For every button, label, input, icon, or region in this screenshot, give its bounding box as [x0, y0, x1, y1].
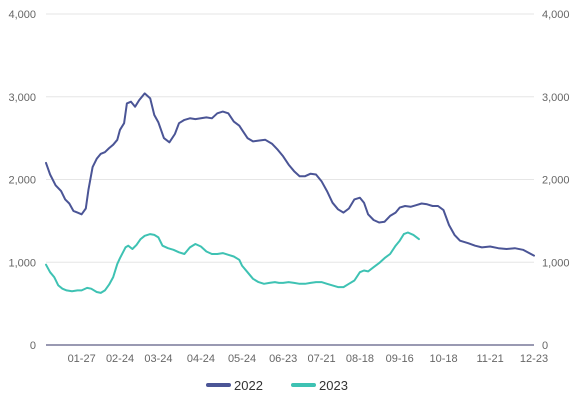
legend-item-2023: 2023 — [291, 378, 348, 393]
series-line-2022 — [45, 92, 535, 257]
right-y-tick-label: 4,000 — [542, 9, 570, 21]
legend-label: 2023 — [319, 378, 348, 393]
x-tick-label: 08-18 — [346, 353, 374, 365]
x-tick-label: 04-24 — [187, 353, 215, 365]
left-y-tick-label: 4,000 — [8, 9, 36, 21]
legend-label: 2022 — [234, 378, 263, 393]
right-y-tick-label: 1,000 — [542, 257, 570, 269]
left-y-axis-ticks: 0 1,000 2,000 3,000 4,000 — [8, 9, 36, 352]
left-y-tick-label: 3,000 — [8, 92, 36, 104]
series-lines — [45, 92, 535, 294]
x-tick-label: 12-23 — [520, 353, 548, 365]
series-line-2023 — [45, 231, 420, 294]
grid-lines — [46, 13, 534, 263]
x-tick-label: 09-16 — [386, 353, 414, 365]
right-y-tick-label: 2,000 — [542, 175, 570, 187]
x-tick-label: 01-27 — [68, 353, 96, 365]
left-y-tick-label: 0 — [30, 340, 36, 352]
right-y-tick-label: 0 — [542, 340, 548, 352]
x-tick-label: 10-18 — [429, 353, 457, 365]
right-y-tick-label: 3,000 — [542, 92, 570, 104]
left-y-tick-label: 1,000 — [8, 257, 36, 269]
x-tick-label: 03-24 — [144, 353, 172, 365]
legend-item-2022: 2022 — [206, 378, 263, 393]
left-y-tick-label: 2,000 — [8, 175, 36, 187]
x-tick-label: 05-24 — [228, 353, 256, 365]
x-tick-label: 06-23 — [269, 353, 297, 365]
legend: 2022 2023 — [206, 378, 348, 393]
x-tick-label: 02-24 — [106, 353, 134, 365]
right-y-axis-ticks: 0 1,000 2,000 3,000 4,000 — [542, 9, 570, 352]
x-axis-ticks: 01-27 02-24 03-24 04-24 05-24 06-23 07-21 08-18… — [68, 353, 549, 365]
x-tick-label: 11-21 — [476, 353, 503, 365]
x-tick-label: 07-21 — [307, 353, 335, 365]
